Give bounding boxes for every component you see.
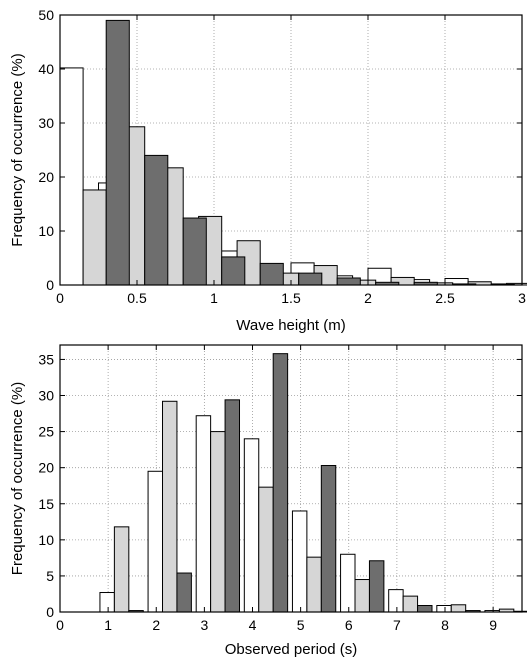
y-tick-label: 20: [38, 460, 54, 476]
y-tick-label: 25: [38, 424, 54, 440]
bar-series-3: [105, 19, 130, 286]
y-tick-label: 10: [38, 532, 54, 548]
y-tick-label: 0: [46, 604, 54, 620]
bar-series-1: [436, 605, 452, 613]
x-tick-label: 2: [364, 290, 372, 306]
ticks: 0 1 2 3 4 5 6 7 8 9 0 5 10 15 20 25 30 35: [38, 345, 522, 633]
bar-series-2: [162, 400, 178, 613]
bar-series-1: [340, 553, 356, 613]
bars: [99, 353, 527, 613]
y-tick-label: 20: [38, 169, 54, 185]
x-tick-label: 2.5: [435, 290, 455, 306]
x-tick-label: 7: [393, 617, 401, 633]
bar-series-2: [113, 526, 130, 613]
bar-series-1: [195, 415, 212, 613]
y-tick-label: 5: [46, 568, 54, 584]
x-axis-label: Wave height (m): [236, 317, 345, 334]
x-tick-label: 3: [518, 290, 526, 306]
bar-series-3: [182, 217, 207, 286]
y-tick-label: 0: [46, 277, 54, 293]
y-tick-label: 10: [38, 223, 54, 239]
y-tick-label: 30: [38, 388, 54, 404]
bar-series-3: [176, 572, 192, 613]
bar-series-2: [354, 579, 370, 613]
bar-series-1: [59, 67, 84, 286]
x-tick-label: 5: [297, 617, 305, 633]
y-tick-label: 35: [38, 351, 54, 367]
x-tick-label: 1: [104, 617, 112, 633]
x-tick-label: 2: [152, 617, 160, 633]
y-tick-label: 50: [38, 7, 54, 23]
bar-series-1: [99, 592, 115, 613]
y-tick-label: 30: [38, 115, 54, 131]
x-tick-label: 0: [56, 617, 64, 633]
x-tick-label: 6: [345, 617, 353, 633]
bar-series-1: [388, 589, 404, 613]
bar-series-3: [224, 399, 241, 613]
bar-series-1: [147, 470, 164, 613]
bar-series-3: [298, 272, 323, 286]
bars: [59, 19, 527, 286]
x-tick-label: 1.5: [281, 290, 301, 306]
x-tick-label: 9: [489, 617, 497, 633]
bar-series-2: [306, 556, 322, 613]
y-axis-label: Frequency of occurrence (%): [9, 53, 26, 246]
x-tick-label: 0.5: [127, 290, 147, 306]
plot-frame: [59, 344, 523, 613]
x-tick-label: 4: [249, 617, 257, 633]
observed-period-chart: 0 1 2 3 4 5 6 7 8 9 0 5 10 15 20 25 30 35 Observed period …: [9, 344, 527, 658]
bar-series-2: [402, 595, 419, 613]
x-tick-label: 3: [200, 617, 208, 633]
bar-series-2: [82, 189, 107, 286]
x-axis-label: Observed period (s): [225, 641, 358, 658]
bar-series-3: [320, 465, 337, 613]
bar-series-3: [221, 256, 246, 286]
bar-series-1: [243, 438, 260, 613]
bar-series-2: [258, 486, 274, 613]
bar-series-3: [336, 277, 361, 286]
y-tick-label: 40: [38, 61, 54, 77]
bar-series-1: [291, 510, 308, 613]
y-axis-label: Frequency of occurrence (%): [9, 382, 26, 575]
bar-series-3: [417, 605, 433, 613]
y-tick-label: 15: [38, 496, 54, 512]
x-tick-label: 0: [56, 290, 64, 306]
bar-series-3: [259, 262, 284, 286]
bar-series-2: [210, 431, 226, 613]
bar-series-3: [144, 154, 169, 286]
bar-series-3: [368, 560, 385, 613]
bar-series-2: [450, 604, 467, 613]
x-tick-label: 1: [210, 290, 218, 306]
x-tick-label: 8: [441, 617, 449, 633]
bar-series-3: [272, 353, 289, 613]
